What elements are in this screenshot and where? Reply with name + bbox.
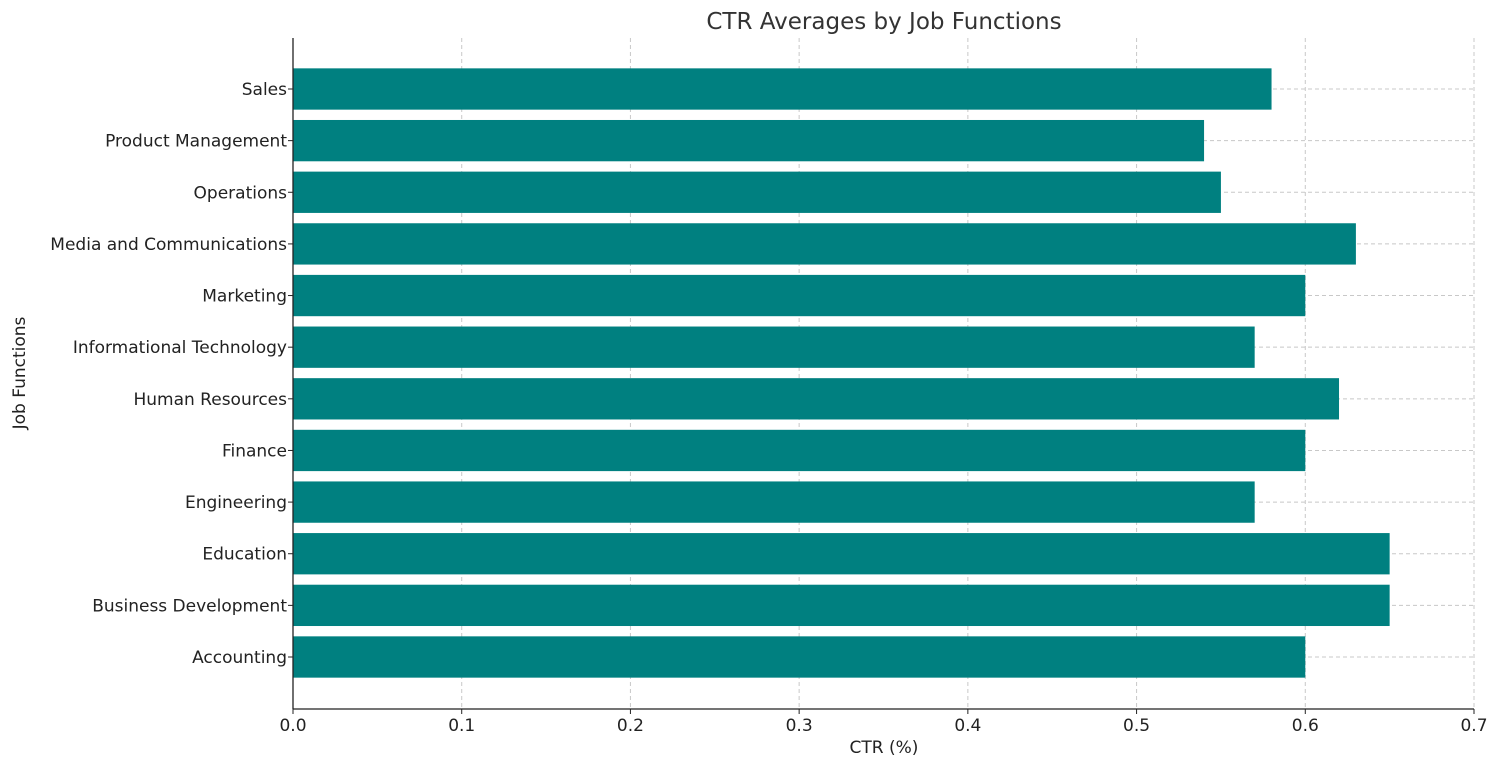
bar (293, 274, 1306, 317)
bar (293, 171, 1221, 213)
bar (293, 481, 1255, 523)
bar (293, 378, 1340, 420)
y-tick-label: Engineering (185, 493, 287, 513)
y-tick-label: Human Resources (133, 390, 287, 410)
bar (293, 636, 1306, 678)
y-tick-label: Operations (194, 183, 288, 203)
x-tick-label: 0.3 (786, 716, 813, 736)
x-tick-label: 0.4 (954, 716, 981, 736)
y-tick-label: Media and Communications (50, 235, 287, 255)
x-tick-labels: 0.0 0.1 0.2 0.3 0.4 0.5 0.6 0.7 (279, 709, 1488, 736)
bar (293, 584, 1390, 627)
y-tick-label: Informational Technology (73, 338, 287, 358)
x-tick-label: 0.5 (1123, 716, 1150, 736)
bar (293, 429, 1306, 472)
x-tick-label: 0.7 (1460, 716, 1487, 736)
x-axis-label: CTR (%) (850, 738, 919, 758)
y-tick-label: Product Management (105, 132, 287, 152)
bar (293, 533, 1390, 575)
bar (293, 223, 1356, 265)
x-tick-label: 0.0 (279, 716, 306, 736)
y-tick-label: Business Development (92, 596, 287, 616)
y-axis-label: Job Functions (10, 316, 30, 430)
bar (293, 326, 1255, 368)
y-tick-label: Education (202, 545, 287, 565)
x-tick-label: 0.2 (617, 716, 644, 736)
bars (293, 68, 1390, 678)
y-tick-labels: Accounting Business Development Education E… (50, 80, 293, 668)
y-tick-label: Finance (222, 441, 287, 461)
bar (293, 119, 1205, 162)
bar (293, 68, 1272, 110)
x-tick-label: 0.1 (448, 716, 475, 736)
chart-title: CTR Averages by Job Functions (706, 9, 1061, 35)
y-tick-label: Marketing (202, 287, 287, 307)
axes (292, 38, 1474, 710)
y-tick-label: Sales (242, 80, 287, 100)
y-tick-label: Accounting (192, 648, 287, 668)
x-tick-label: 0.6 (1292, 716, 1319, 736)
